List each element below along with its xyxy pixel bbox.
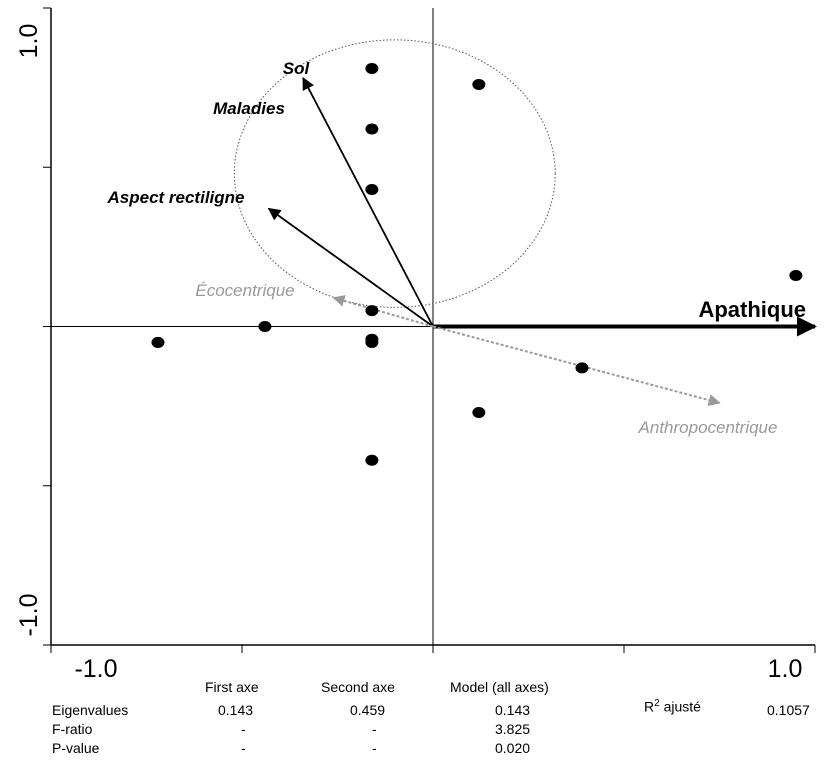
stats-header-first-axe: First axe [205,679,259,695]
data-point [789,270,803,282]
data-point [365,336,379,348]
stats-cell: 3.825 [495,721,531,737]
data-point [365,305,379,317]
vector-label: Maladies [213,99,285,118]
data-point [365,123,379,135]
x-tick-label: -1.0 [74,655,117,683]
vector-label: Aspect rectiligne [107,188,245,207]
vector-label: Sol [283,59,311,78]
data-point [258,321,272,332]
r2-label: R2 ajusté [644,698,701,715]
vector-label: Apathique [698,297,806,322]
r2-suffix: ajusté [659,698,701,715]
data-point [472,78,486,90]
stats-row-label-p-value: P-value [52,740,100,756]
stats-cell: - [241,740,246,756]
stats-cell: 0.020 [495,740,531,756]
correlation-circle [233,39,556,308]
r2-letter: R [644,698,655,715]
stats-cell: 0.143 [218,702,254,718]
vector-arrow [267,207,434,328]
data-point [365,454,379,466]
vector-arrow [432,325,721,406]
y-tick-label: 1.0 [15,24,43,59]
stats-cell: - [241,721,246,737]
y-tick-label: -1.0 [15,593,43,636]
stats-cell: - [372,721,377,737]
r2-value: 0.1057 [767,702,810,718]
stats-row-label-eigenvalues: Eigenvalues [52,702,129,718]
vector-label: Écocentrique [195,281,294,300]
stats-row-label-f-ratio: F-ratio [52,721,93,737]
vector-arrow [332,295,434,328]
data-point [365,184,379,196]
data-point [472,406,486,418]
vector-arrow [302,76,434,327]
x-tick-label: 1.0 [768,655,803,683]
stats-cell: 0.143 [495,702,531,718]
data-point [575,362,589,374]
stats-header-second-axe: Second axe [321,679,395,695]
vector-label: Anthropocentrique [638,418,778,437]
stats-header-model: Model (all axes) [450,679,549,695]
stats-cell: - [372,740,377,756]
stats-cell: 0.459 [350,702,386,718]
data-point [365,63,379,75]
r2-superscript: 2 [654,698,660,709]
data-point [151,336,165,348]
